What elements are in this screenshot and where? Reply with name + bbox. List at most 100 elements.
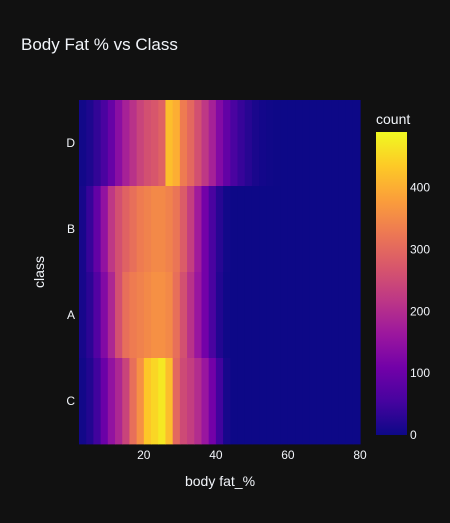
- heatmap-cell: [86, 186, 95, 273]
- heatmap-cell: [115, 186, 123, 273]
- heatmap-cell: [165, 186, 174, 273]
- heatmap-cell: [107, 100, 116, 187]
- heatmap-cell: [338, 358, 347, 445]
- colorbar-title: count: [376, 111, 410, 127]
- heatmap-cell: [244, 186, 253, 273]
- heatmap-cell: [237, 358, 246, 445]
- heatmap-cell: [251, 100, 260, 187]
- heatmap-cell: [345, 186, 354, 273]
- colorbar-tick-label: 100: [410, 366, 430, 380]
- heatmap-cell: [172, 186, 181, 273]
- heatmap-cell: [86, 272, 95, 359]
- x-tick-label: 20: [137, 448, 151, 462]
- y-axis-label: class: [31, 256, 47, 288]
- heatmap-cell: [287, 272, 296, 359]
- heatmap-cell: [158, 186, 167, 273]
- heatmap-cell: [143, 272, 152, 359]
- heatmap-cell: [338, 186, 347, 273]
- chart-title: Body Fat % vs Class: [21, 35, 178, 54]
- heatmap-cell: [79, 358, 87, 445]
- heatmap-cell: [151, 186, 159, 273]
- y-tick-label: B: [67, 222, 75, 236]
- heatmap-cell: [251, 272, 260, 359]
- heatmap-cell: [107, 186, 116, 273]
- heatmap-cell: [79, 272, 87, 359]
- colorbar-tick-label: 200: [410, 304, 430, 318]
- heatmap-cell: [309, 358, 318, 445]
- heatmap-cell: [280, 100, 289, 187]
- heatmap-cell: [129, 358, 138, 445]
- heatmap-cell: [172, 272, 181, 359]
- y-axis-ticks: D B A C: [66, 136, 75, 408]
- heatmap-cell: [201, 186, 210, 273]
- x-axis-label: body fat_%: [185, 473, 255, 489]
- heatmap-cell: [273, 100, 282, 187]
- heatmap-cell: [244, 100, 253, 187]
- heatmap-cell: [295, 358, 303, 445]
- heatmap-cell: [194, 100, 203, 187]
- heatmap-cell: [86, 100, 95, 187]
- heatmap-cell: [309, 272, 318, 359]
- heatmap-cell: [179, 186, 188, 273]
- heatmap-cell: [122, 358, 131, 445]
- heatmap-cell: [86, 358, 95, 445]
- heatmap-cell: [165, 100, 174, 187]
- heatmap-cell: [331, 186, 339, 273]
- heatmap-cell: [93, 358, 102, 445]
- colorbar: [376, 132, 407, 435]
- heatmap-cell: [151, 358, 159, 445]
- colorbar-tick-label: 0: [410, 428, 417, 442]
- y-tick-label: C: [66, 394, 75, 408]
- x-tick-label: 40: [209, 448, 223, 462]
- heatmap-cell: [259, 100, 267, 187]
- heatmap-cell: [266, 186, 275, 273]
- heatmap-cell: [352, 186, 361, 273]
- heatmap-cell: [136, 358, 145, 445]
- heatmap-cell: [194, 358, 203, 445]
- heatmap-cell: [79, 100, 87, 187]
- heatmap-cell: [230, 186, 239, 273]
- colorbar-tick-label: 300: [410, 243, 430, 257]
- heatmap-cell: [143, 186, 152, 273]
- heatmap-cell: [331, 100, 339, 187]
- heatmap-cell: [115, 358, 123, 445]
- heatmap-cell: [266, 100, 275, 187]
- heatmap-cell: [179, 100, 188, 187]
- heatmap-cell: [273, 272, 282, 359]
- heatmap-cell: [179, 272, 188, 359]
- heatmap-cell: [151, 272, 159, 359]
- heatmap-cell: [244, 272, 253, 359]
- heatmap-cell: [273, 186, 282, 273]
- colorbar-ticks: 0 100 200 300 400: [410, 181, 430, 442]
- heatmap-cell: [352, 358, 361, 445]
- heatmap-cell: [201, 358, 210, 445]
- heatmap-cell: [323, 272, 332, 359]
- heatmap-cell: [345, 100, 354, 187]
- heatmap-cell: [107, 358, 116, 445]
- heatmap-cell: [100, 358, 109, 445]
- heatmap-cell: [280, 272, 289, 359]
- heatmap-cell: [165, 272, 174, 359]
- heatmap-cell: [201, 100, 210, 187]
- heatmap-cell: [208, 100, 217, 187]
- heatmap-cell: [345, 272, 354, 359]
- heatmap-cell: [273, 358, 282, 445]
- heatmap-cell: [338, 272, 347, 359]
- heatmap-cell: [280, 358, 289, 445]
- heatmap-cell: [230, 100, 239, 187]
- heatmap-cell: [165, 358, 174, 445]
- heatmap-cell: [295, 100, 303, 187]
- heatmap-cell: [244, 358, 253, 445]
- heatmap-cell: [93, 100, 102, 187]
- heatmap-cell: [187, 100, 195, 187]
- heatmap-cell: [93, 186, 102, 273]
- heatmap-cell: [122, 100, 131, 187]
- x-tick-label: 60: [281, 448, 295, 462]
- heatmap-cell: [295, 186, 303, 273]
- heatmap-cell: [259, 186, 267, 273]
- heatmap-cell: [237, 186, 246, 273]
- heatmap-cell: [237, 272, 246, 359]
- heatmap-cell: [287, 358, 296, 445]
- heatmap-cell: [122, 186, 131, 273]
- heatmap-cell: [93, 272, 102, 359]
